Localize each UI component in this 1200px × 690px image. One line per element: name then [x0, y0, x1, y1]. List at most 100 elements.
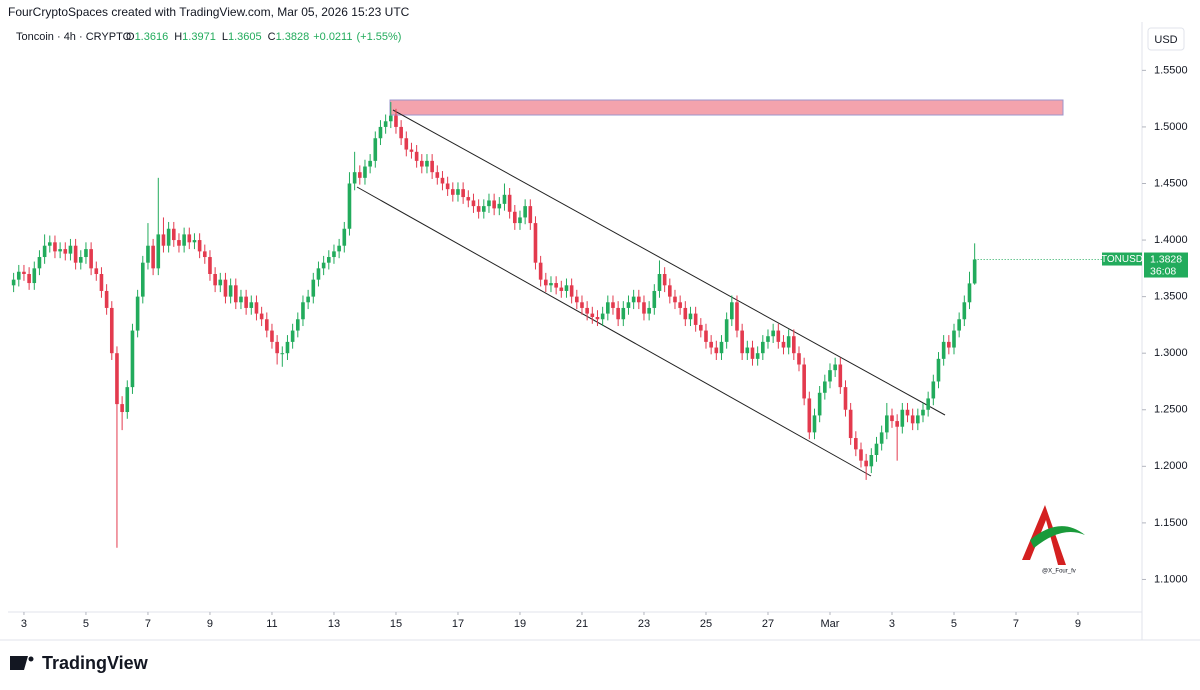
candle-body — [301, 302, 305, 320]
x-tick-label: 13 — [328, 618, 340, 630]
candle-body — [652, 290, 657, 308]
candle-body — [450, 189, 455, 195]
candle-body — [766, 336, 770, 342]
resistance-zone — [389, 99, 1064, 116]
candle-body — [182, 234, 186, 246]
candle-body — [130, 330, 135, 388]
candle-body — [538, 262, 543, 280]
candle-body — [156, 234, 161, 269]
candle-body — [797, 353, 801, 365]
candle-body — [554, 283, 558, 288]
candle-body — [642, 302, 646, 314]
ohlc-legend: O1.3616 H1.3971 L1.3605 C1.3828 +0.0211 (+1.5… — [126, 31, 401, 43]
candle-body — [58, 249, 62, 252]
candle-body — [730, 302, 734, 320]
x-tick-label: 21 — [576, 618, 588, 630]
channel-upper — [392, 109, 946, 416]
candle-body — [378, 126, 383, 139]
currency-box[interactable] — [1147, 27, 1185, 51]
candle-body — [497, 203, 502, 209]
candle-body — [512, 211, 517, 224]
candle-body — [223, 279, 228, 297]
candle-body — [32, 268, 37, 284]
candle-body — [786, 336, 791, 348]
ohlc-change-pct: (+1.55%) — [356, 31, 401, 43]
candle-body — [461, 189, 465, 198]
candle-body — [735, 302, 739, 331]
candle-body — [564, 285, 569, 291]
candle-body — [104, 290, 109, 308]
candle-body — [662, 274, 667, 286]
candle-body — [120, 404, 124, 413]
candle-body — [27, 274, 31, 284]
x-tick-label: 7 — [1013, 618, 1019, 630]
candle-body — [657, 274, 662, 291]
candle-body — [228, 285, 233, 297]
candle-body — [394, 115, 398, 127]
candle-body — [704, 330, 708, 342]
candle-body — [94, 268, 99, 274]
ohlc-value: 1.3971 — [182, 31, 216, 43]
candle-body — [419, 160, 424, 167]
candle-body — [838, 364, 843, 388]
candle-body — [135, 296, 140, 331]
candle-body — [626, 302, 631, 308]
candle-body — [724, 319, 729, 342]
candle-body — [874, 443, 879, 456]
ohlc-label: C — [268, 31, 276, 43]
y-tick-label: 1.1000 — [1154, 573, 1188, 585]
candle-body — [171, 228, 176, 241]
candle-body — [84, 249, 88, 258]
candle-body — [719, 341, 724, 354]
ohlc-label: O — [126, 31, 135, 43]
candle-body — [22, 271, 26, 274]
candle-body — [89, 249, 93, 269]
candle-body — [673, 296, 677, 303]
currency[interactable]: USD — [1154, 34, 1177, 46]
candle-body — [523, 206, 527, 218]
candle-body — [952, 330, 956, 348]
candle-body — [843, 387, 848, 410]
candle-body — [518, 217, 522, 224]
candle-body — [947, 341, 951, 348]
candle-body — [425, 160, 429, 167]
price-tag-countdown: 36:08 — [1150, 265, 1176, 277]
candle-body — [290, 330, 295, 342]
candle-body — [879, 432, 884, 444]
candle-body — [414, 151, 419, 161]
candle-body — [78, 257, 83, 263]
candle-body — [295, 319, 300, 331]
candle-body — [99, 274, 104, 291]
y-tick-label: 1.3000 — [1154, 347, 1188, 359]
candle-body — [647, 307, 651, 314]
candle-body — [249, 302, 254, 308]
candle-body — [53, 242, 57, 252]
candle-body — [916, 415, 920, 424]
candle-body — [900, 409, 905, 427]
candle-body — [466, 197, 471, 201]
candle-body — [683, 307, 688, 320]
candle-body — [456, 189, 460, 195]
candle-body — [373, 138, 378, 161]
watermark: @X_Four_fv — [1042, 569, 1076, 575]
candle-body — [817, 392, 822, 416]
candle-body — [347, 183, 352, 229]
price-tag-symbol: TONUSD — [1101, 254, 1143, 265]
candle-body — [435, 172, 440, 178]
candle-body — [585, 307, 589, 314]
candle-body — [244, 296, 248, 308]
candle-body — [600, 313, 605, 320]
candle-body — [637, 296, 641, 303]
candle-body — [218, 279, 223, 286]
candle-body — [368, 160, 372, 167]
candle-body — [611, 302, 615, 308]
x-tick-label: 15 — [390, 618, 402, 630]
x-tick-label: 5 — [951, 618, 957, 630]
candle-body — [146, 245, 150, 263]
candle-body — [709, 341, 713, 348]
y-tick-label: 1.2500 — [1154, 404, 1188, 416]
x-tick-label: 19 — [514, 618, 526, 630]
candle-body — [259, 313, 264, 320]
candle-body — [533, 223, 538, 263]
candle-body — [270, 330, 274, 342]
